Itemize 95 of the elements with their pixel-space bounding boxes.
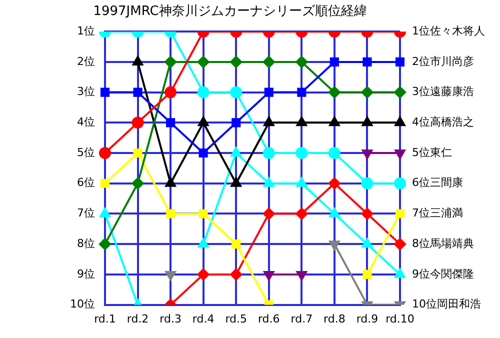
y-tick-label: 3位 — [76, 85, 95, 98]
point — [394, 268, 406, 278]
point — [230, 147, 242, 157]
x-tick-label: rd.10 — [386, 312, 414, 326]
point — [262, 208, 275, 220]
point — [98, 147, 111, 160]
point — [361, 86, 374, 98]
x-tick-label: rd.2 — [126, 312, 149, 326]
point — [230, 268, 242, 280]
x-tick-label: rd.5 — [225, 312, 248, 326]
x-tick-label: rd.4 — [192, 312, 214, 326]
point — [361, 208, 374, 220]
point — [197, 86, 210, 98]
point — [329, 116, 340, 126]
point — [361, 177, 374, 190]
point — [165, 270, 176, 280]
series-label: 6位三間康 — [412, 176, 463, 190]
point — [362, 57, 372, 66]
point — [394, 238, 406, 250]
point — [395, 57, 405, 66]
x-tick-label: rd.9 — [356, 312, 378, 326]
point — [328, 86, 340, 98]
point — [296, 177, 307, 187]
point — [198, 209, 208, 218]
point — [166, 118, 176, 128]
point — [166, 209, 176, 218]
point — [362, 238, 373, 248]
y-tick-label: 7位 — [76, 206, 95, 220]
point — [328, 177, 340, 190]
series-label: 4位高橋浩之 — [412, 116, 474, 129]
point — [264, 270, 274, 280]
point — [328, 147, 340, 160]
point — [133, 148, 142, 158]
point — [165, 177, 176, 187]
point — [132, 177, 144, 190]
point — [362, 270, 372, 279]
y-tick-label: 9位 — [76, 267, 95, 280]
point — [297, 88, 306, 97]
series-label: 9位今関傑隆 — [412, 267, 474, 280]
x-tick-label: rd.7 — [290, 312, 313, 326]
point — [262, 56, 275, 68]
point — [164, 86, 177, 98]
point — [394, 116, 406, 126]
point — [230, 56, 242, 68]
point — [197, 56, 210, 68]
point — [262, 147, 275, 160]
point — [132, 116, 144, 129]
y-tick-label: 2位 — [76, 54, 95, 68]
series-label: 2位市川尚彦 — [412, 54, 474, 68]
series-label: 10位岡田和浩 — [412, 298, 481, 311]
point — [98, 238, 111, 250]
series-label: 1位佐々木将人 — [412, 24, 485, 38]
series-label: 5位東仁 — [412, 146, 452, 159]
x-tick-label: rd.3 — [160, 312, 182, 326]
point — [100, 88, 110, 97]
x-tick-label: rd.6 — [258, 312, 280, 326]
point — [296, 56, 308, 68]
point — [296, 208, 308, 220]
y-tick-label: 8位 — [76, 236, 95, 250]
y-tick-label: 1位 — [76, 24, 95, 38]
point — [362, 116, 373, 126]
point — [264, 88, 274, 97]
x-tick-label: rd.1 — [94, 312, 116, 326]
y-tick-label: 4位 — [76, 116, 95, 129]
point — [198, 148, 208, 158]
chart-title: 1997JMRC神奈川ジムカーナシリーズ順位経緯 — [93, 4, 367, 20]
y-tick-label: 5位 — [76, 146, 95, 159]
point — [133, 88, 142, 97]
point — [198, 238, 209, 248]
point — [394, 86, 406, 98]
point — [330, 57, 339, 66]
point — [296, 116, 307, 126]
point — [296, 147, 308, 160]
point — [232, 240, 241, 249]
point — [100, 178, 110, 188]
point — [164, 56, 177, 68]
point — [264, 177, 274, 187]
point — [264, 116, 274, 126]
point — [232, 118, 241, 128]
point — [197, 268, 210, 280]
point — [394, 177, 406, 190]
point — [296, 270, 307, 280]
point — [230, 86, 242, 98]
point — [198, 116, 209, 126]
series-label: 8位馬場靖典 — [412, 236, 474, 250]
point — [329, 208, 340, 218]
point — [132, 56, 144, 66]
point — [230, 177, 242, 187]
point — [395, 209, 405, 218]
x-tick-label: rd.8 — [324, 312, 346, 326]
point — [100, 208, 110, 218]
series-label: 7位三浦満 — [412, 206, 463, 220]
y-tick-label: 10位 — [70, 298, 95, 311]
y-tick-label: 6位 — [76, 176, 95, 190]
series-label: 3位遠藤康浩 — [412, 85, 474, 98]
